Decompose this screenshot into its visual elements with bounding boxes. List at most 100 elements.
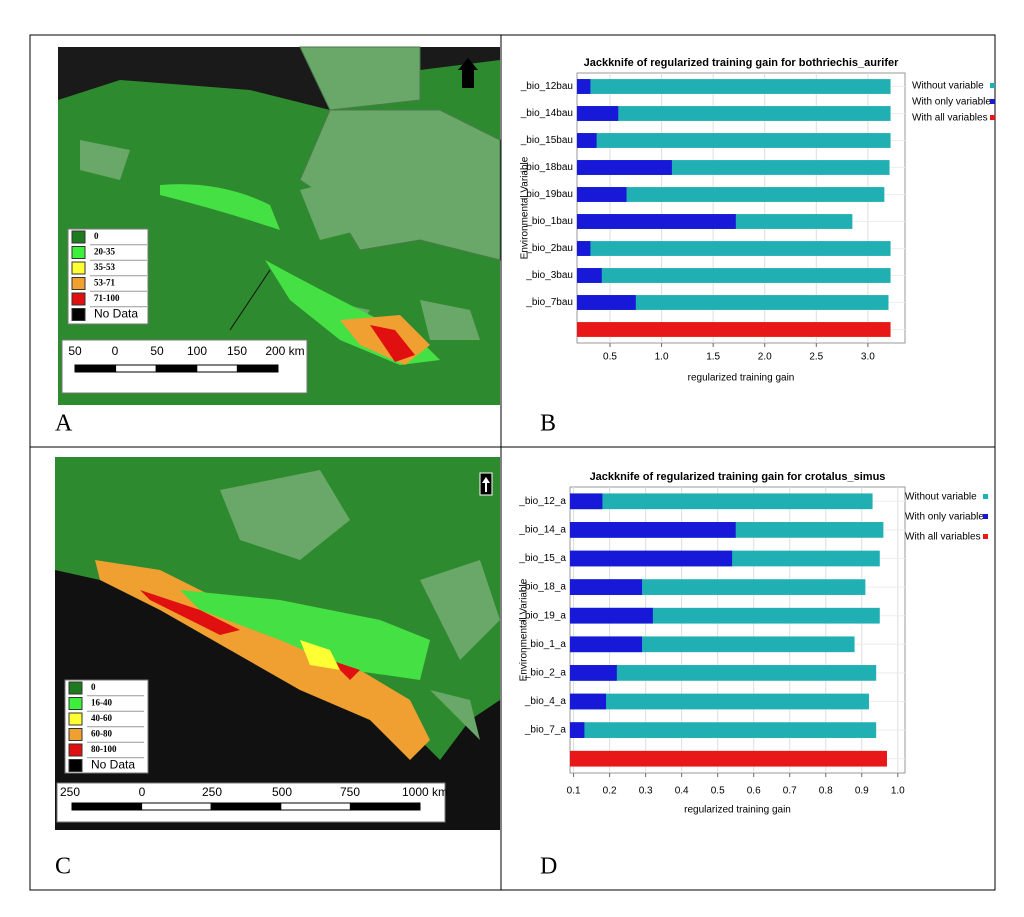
legend-swatch <box>983 514 988 519</box>
bar <box>570 750 887 767</box>
bar <box>570 693 607 710</box>
chart-title: Jackknife of regularized training gain f… <box>584 57 900 69</box>
legend-label: 20-35 <box>94 247 115 257</box>
bar <box>577 295 636 310</box>
legend-swatch <box>71 308 86 321</box>
y-tick-label: _bio_15bau <box>520 135 573 146</box>
map-a <box>58 46 501 405</box>
scale-label: 250 <box>202 785 222 799</box>
legend-swatch <box>983 534 988 539</box>
bar <box>570 579 866 595</box>
x-tick-label: 0.1 <box>567 786 581 797</box>
bar <box>577 79 591 94</box>
x-tick-label: 0.8 <box>819 786 833 797</box>
y-axis-label: Environmental Variable <box>519 578 530 681</box>
legend-swatch <box>68 681 83 695</box>
scale-segment <box>236 364 279 373</box>
scale-label: 250 <box>60 785 80 799</box>
bar <box>577 133 891 148</box>
scale-label: 150 <box>227 344 247 358</box>
y-tick-label: _bio_4_a <box>524 696 567 707</box>
x-tick-label: 0.5 <box>711 786 725 797</box>
scale-segment <box>71 802 143 811</box>
legend-swatch <box>68 728 83 741</box>
y-tick-label: _bio_19_a <box>518 610 566 621</box>
bar <box>577 106 891 121</box>
y-tick-label: _bio_14_a <box>518 525 566 536</box>
scale-segment <box>141 802 212 811</box>
legend-label: 60-80 <box>91 729 112 739</box>
legend-label: No Data <box>94 307 138 321</box>
scale-label: 1000 km <box>402 785 448 799</box>
legend-label: 0 <box>91 682 96 692</box>
y-tick-label: _bio_2bau <box>525 243 573 254</box>
legend-label: 53-71 <box>94 278 115 288</box>
legend-swatch <box>990 115 995 120</box>
legend-label: 35-53 <box>94 262 115 272</box>
scale-label: 100 <box>187 344 207 358</box>
x-tick-label: 0.6 <box>747 786 761 797</box>
scale-label: 750 <box>340 785 360 799</box>
y-tick-label: _bio_15_a <box>518 553 566 564</box>
y-tick-label: _bio_7bau <box>525 297 573 308</box>
legend-label: 40-60 <box>91 713 112 723</box>
x-axis-label: regularized training gain <box>688 373 795 384</box>
legend-swatch <box>71 230 86 244</box>
y-axis-label: Environmental Variable <box>520 156 531 259</box>
scale-label: 0 <box>112 344 119 358</box>
legend-label: With all variables <box>912 113 988 124</box>
y-tick-label: _bio_18_a <box>518 582 566 593</box>
bar <box>577 268 602 283</box>
y-tick-label: _bio_19bau <box>520 189 573 200</box>
bar <box>577 241 591 256</box>
x-tick-label: 2.5 <box>809 352 823 363</box>
x-tick-label: 1.0 <box>891 786 905 797</box>
legend-swatch <box>71 292 86 306</box>
bar <box>570 579 643 595</box>
bar <box>577 79 891 94</box>
x-tick-label: 0.9 <box>855 786 869 797</box>
legend-swatch <box>68 697 83 710</box>
y-tick-label: _bio_12_a <box>518 496 566 507</box>
x-axis-label: regularized training gain <box>684 805 791 816</box>
legend-swatch <box>71 277 86 290</box>
x-tick-label: 2.0 <box>758 352 772 363</box>
legend-swatch <box>68 712 83 726</box>
y-tick-label: _bio_1bau <box>525 216 573 227</box>
x-tick-label: 3.0 <box>861 352 875 363</box>
legend-label: 16-40 <box>91 698 112 708</box>
scale-label: 50 <box>68 344 82 358</box>
legend-label: 80-100 <box>91 744 117 754</box>
scale-label: 200 km <box>265 344 304 358</box>
bar <box>570 493 603 510</box>
bar <box>570 636 643 653</box>
legend-label: 71-100 <box>94 293 120 303</box>
bar <box>577 187 885 202</box>
y-tick-label: _bio_2_a <box>524 668 567 679</box>
scale-segment <box>115 364 157 373</box>
legend-label: With all variables <box>905 532 981 543</box>
scale-segment <box>74 364 117 373</box>
legend-swatch <box>71 246 86 259</box>
legend-swatch <box>990 83 995 88</box>
scale-segment <box>210 802 282 811</box>
x-tick-label: 0.5 <box>603 352 617 363</box>
y-tick-label: _bio_3bau <box>525 270 573 281</box>
bar <box>577 322 891 337</box>
x-tick-label: 1.0 <box>655 352 669 363</box>
figure-border <box>29 34 996 891</box>
legend-swatch <box>68 759 83 772</box>
scale-label: 50 <box>150 344 164 358</box>
y-tick-label: _bio_1_a <box>524 639 567 650</box>
y-tick-label: _bio_12bau <box>520 81 573 92</box>
bar <box>570 722 877 738</box>
map-c <box>55 457 500 830</box>
bar <box>570 607 653 624</box>
bar <box>577 187 627 202</box>
bar <box>570 493 873 510</box>
panel-label: C <box>55 854 71 880</box>
legend-swatch <box>68 743 83 757</box>
panel-label: D <box>540 854 557 880</box>
bar <box>570 665 877 681</box>
